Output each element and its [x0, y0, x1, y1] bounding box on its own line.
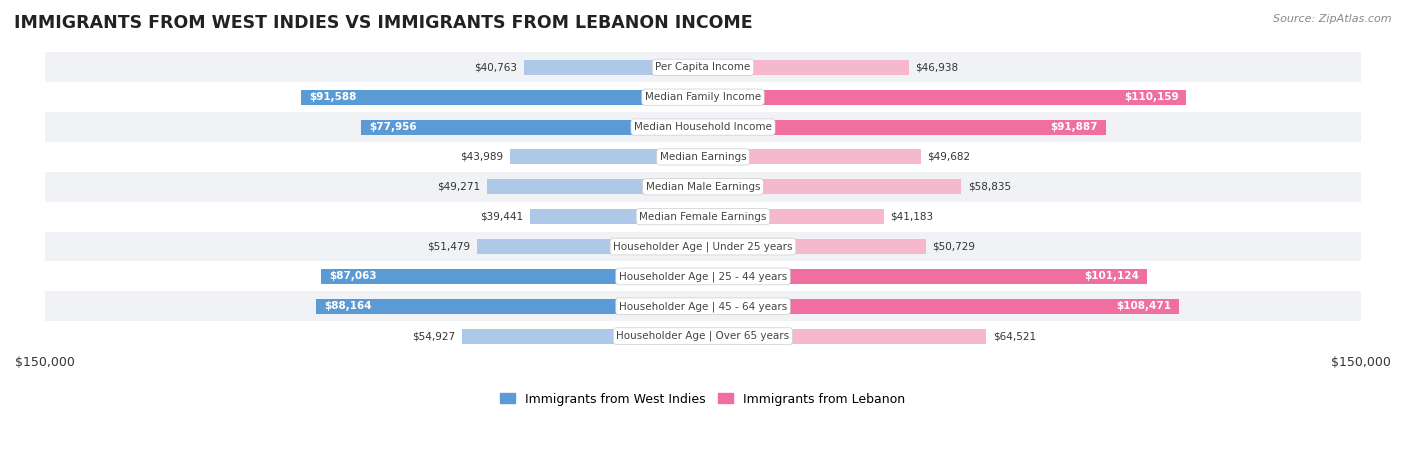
Text: IMMIGRANTS FROM WEST INDIES VS IMMIGRANTS FROM LEBANON INCOME: IMMIGRANTS FROM WEST INDIES VS IMMIGRANT… [14, 14, 752, 32]
Bar [703, 239, 925, 254]
Text: $101,124: $101,124 [1084, 271, 1139, 282]
Bar [486, 179, 703, 194]
Bar [703, 329, 986, 344]
Text: $64,521: $64,521 [993, 331, 1036, 341]
Text: $41,183: $41,183 [890, 212, 934, 222]
Text: $46,938: $46,938 [915, 62, 959, 72]
Text: $50,729: $50,729 [932, 241, 976, 252]
Text: $43,989: $43,989 [460, 152, 503, 162]
Bar [530, 209, 703, 224]
Text: $91,887: $91,887 [1050, 122, 1098, 132]
Bar [703, 149, 921, 164]
Text: Median Female Earnings: Median Female Earnings [640, 212, 766, 222]
Text: Householder Age | 25 - 44 years: Householder Age | 25 - 44 years [619, 271, 787, 282]
Text: Householder Age | 45 - 64 years: Householder Age | 45 - 64 years [619, 301, 787, 311]
Text: Source: ZipAtlas.com: Source: ZipAtlas.com [1274, 14, 1392, 24]
Text: $91,588: $91,588 [309, 92, 357, 102]
Text: $51,479: $51,479 [427, 241, 471, 252]
Bar [45, 172, 1361, 202]
Bar [524, 60, 703, 75]
Bar [510, 149, 703, 164]
Text: Median Earnings: Median Earnings [659, 152, 747, 162]
Text: $49,682: $49,682 [928, 152, 970, 162]
Bar [316, 299, 703, 314]
Text: $110,159: $110,159 [1123, 92, 1178, 102]
Text: Per Capita Income: Per Capita Income [655, 62, 751, 72]
Text: $87,063: $87,063 [329, 271, 377, 282]
Bar [703, 179, 962, 194]
Bar [45, 82, 1361, 112]
Bar [45, 232, 1361, 262]
Bar [45, 142, 1361, 172]
Bar [703, 60, 908, 75]
Bar [45, 291, 1361, 321]
Text: $88,164: $88,164 [325, 301, 371, 311]
Text: Householder Age | Under 25 years: Householder Age | Under 25 years [613, 241, 793, 252]
Text: $39,441: $39,441 [481, 212, 523, 222]
Bar [321, 269, 703, 284]
Text: $54,927: $54,927 [412, 331, 456, 341]
Bar [45, 262, 1361, 291]
Text: Householder Age | Over 65 years: Householder Age | Over 65 years [616, 331, 790, 341]
Bar [45, 321, 1361, 351]
Text: Median Family Income: Median Family Income [645, 92, 761, 102]
Text: $40,763: $40,763 [475, 62, 517, 72]
Bar [301, 90, 703, 105]
Bar [45, 112, 1361, 142]
Text: Median Household Income: Median Household Income [634, 122, 772, 132]
Text: $58,835: $58,835 [967, 182, 1011, 192]
Text: $108,471: $108,471 [1116, 301, 1171, 311]
Bar [477, 239, 703, 254]
Text: Median Male Earnings: Median Male Earnings [645, 182, 761, 192]
Bar [463, 329, 703, 344]
Bar [361, 120, 703, 134]
Text: $77,956: $77,956 [368, 122, 416, 132]
Bar [703, 90, 1187, 105]
Bar [703, 120, 1107, 134]
Bar [703, 209, 884, 224]
Text: $49,271: $49,271 [437, 182, 481, 192]
Legend: Immigrants from West Indies, Immigrants from Lebanon: Immigrants from West Indies, Immigrants … [495, 388, 911, 410]
Bar [45, 52, 1361, 82]
Bar [703, 299, 1178, 314]
Bar [703, 269, 1147, 284]
Bar [45, 202, 1361, 232]
